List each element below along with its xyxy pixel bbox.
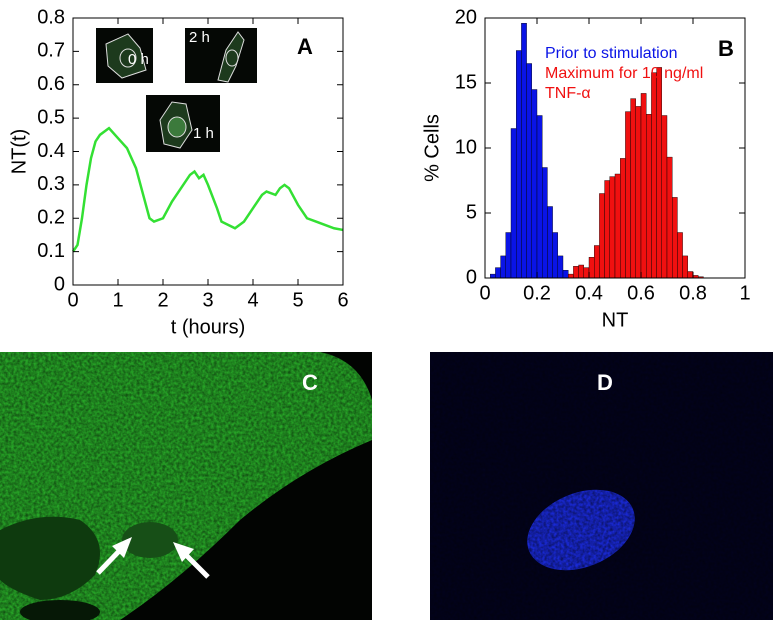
histogram-bar [562,270,569,279]
x-tick-label: 0 [67,289,78,311]
histogram-bar [500,255,507,279]
inset-label: 0 h [128,51,149,68]
histogram-bar [573,266,579,279]
histogram-bar [625,111,631,279]
histogram-bar [604,180,610,279]
x-tick-label: 0 [479,282,490,304]
y-tick-label: 10 [455,136,477,158]
histogram-bar [547,206,553,279]
histogram-bar [687,271,694,279]
histogram-bar [661,115,668,279]
histogram-bar [568,273,574,279]
x-tick-label: 0.8 [679,282,707,304]
x-tick-label: 6 [337,289,348,311]
histogram-bar [630,98,636,279]
panel-letter: D [597,370,613,395]
histogram-bar [682,255,688,279]
legend: Prior to stimulation Maximum for 10 ng/ml… [545,44,715,104]
histogram-bar [672,197,678,279]
x-tick-label: 1 [112,289,123,311]
y-axis-label: NT(t) [8,129,30,175]
y-tick-label: 0.4 [37,140,65,162]
histogram-bar [609,176,616,279]
histogram-bar [510,128,517,279]
histogram-bar [594,245,600,279]
histogram-bar [599,193,605,279]
histogram-bar [521,23,527,279]
data-line [71,126,344,253]
y-tick-label: 0.6 [37,73,65,95]
inset-images [96,28,257,152]
x-axis-label: t (hours) [171,316,245,338]
micrograph-d [430,352,773,620]
x-axis-label: NT [602,309,629,331]
y-tick-label: 0.3 [37,173,65,195]
inset-label: 2 h [189,29,210,46]
histogram-bar [552,232,558,279]
y-tick-label: 0 [466,266,477,288]
x-tick-label: 3 [202,289,213,311]
y-tick-label: 0.7 [37,40,65,62]
histogram-bar [640,93,647,279]
histogram-bar [542,167,548,279]
inset-label: 1 h [193,125,214,142]
histogram-bar [516,50,522,279]
histogram-bar [677,232,683,279]
histogram-bar [536,115,543,279]
y-tick-label: 0 [54,273,65,295]
x-tick-label: 1 [739,282,750,304]
histogram-bar [495,267,501,279]
histogram-bar [588,257,595,279]
x-tick-label: 0.6 [627,282,655,304]
histogram-bar [557,255,564,279]
histogram-bar [583,267,590,279]
histogram-bar [578,264,584,279]
y-axis-label: % Cells [421,114,443,182]
x-tick-label: 2 [157,289,168,311]
x-tick-label: 0.4 [575,282,603,304]
histogram-bar [614,173,621,279]
y-tick-label: 0.8 [37,6,65,28]
histogram-bar [505,232,512,279]
panel-letter: A [297,34,313,59]
x-tick-label: 5 [292,289,303,311]
y-tick-label: 5 [466,201,477,223]
histogram-bar [646,113,652,279]
histogram-bar [666,156,673,279]
y-tick-label: 0.2 [37,207,65,229]
legend-entry: Prior to stimulation [545,45,678,62]
histogram-bar [531,89,538,279]
legend-entry: Maximum for 10 ng/ml TNF-α [545,65,704,102]
y-tick-label: 0.1 [37,240,65,262]
histogram-bar [526,63,532,279]
y-tick-label: 15 [455,71,477,93]
panel-letter: B [718,36,734,61]
micrograph-c [0,352,372,620]
histogram-bar [620,158,626,279]
x-tick-label: 0.2 [523,282,551,304]
y-tick-label: 0.5 [37,106,65,128]
x-tick-label: 4 [247,289,258,311]
histogram-bar [490,273,496,279]
y-tick-label: 20 [455,6,477,28]
histogram-bar [635,106,642,279]
panel-letter: C [302,370,318,395]
